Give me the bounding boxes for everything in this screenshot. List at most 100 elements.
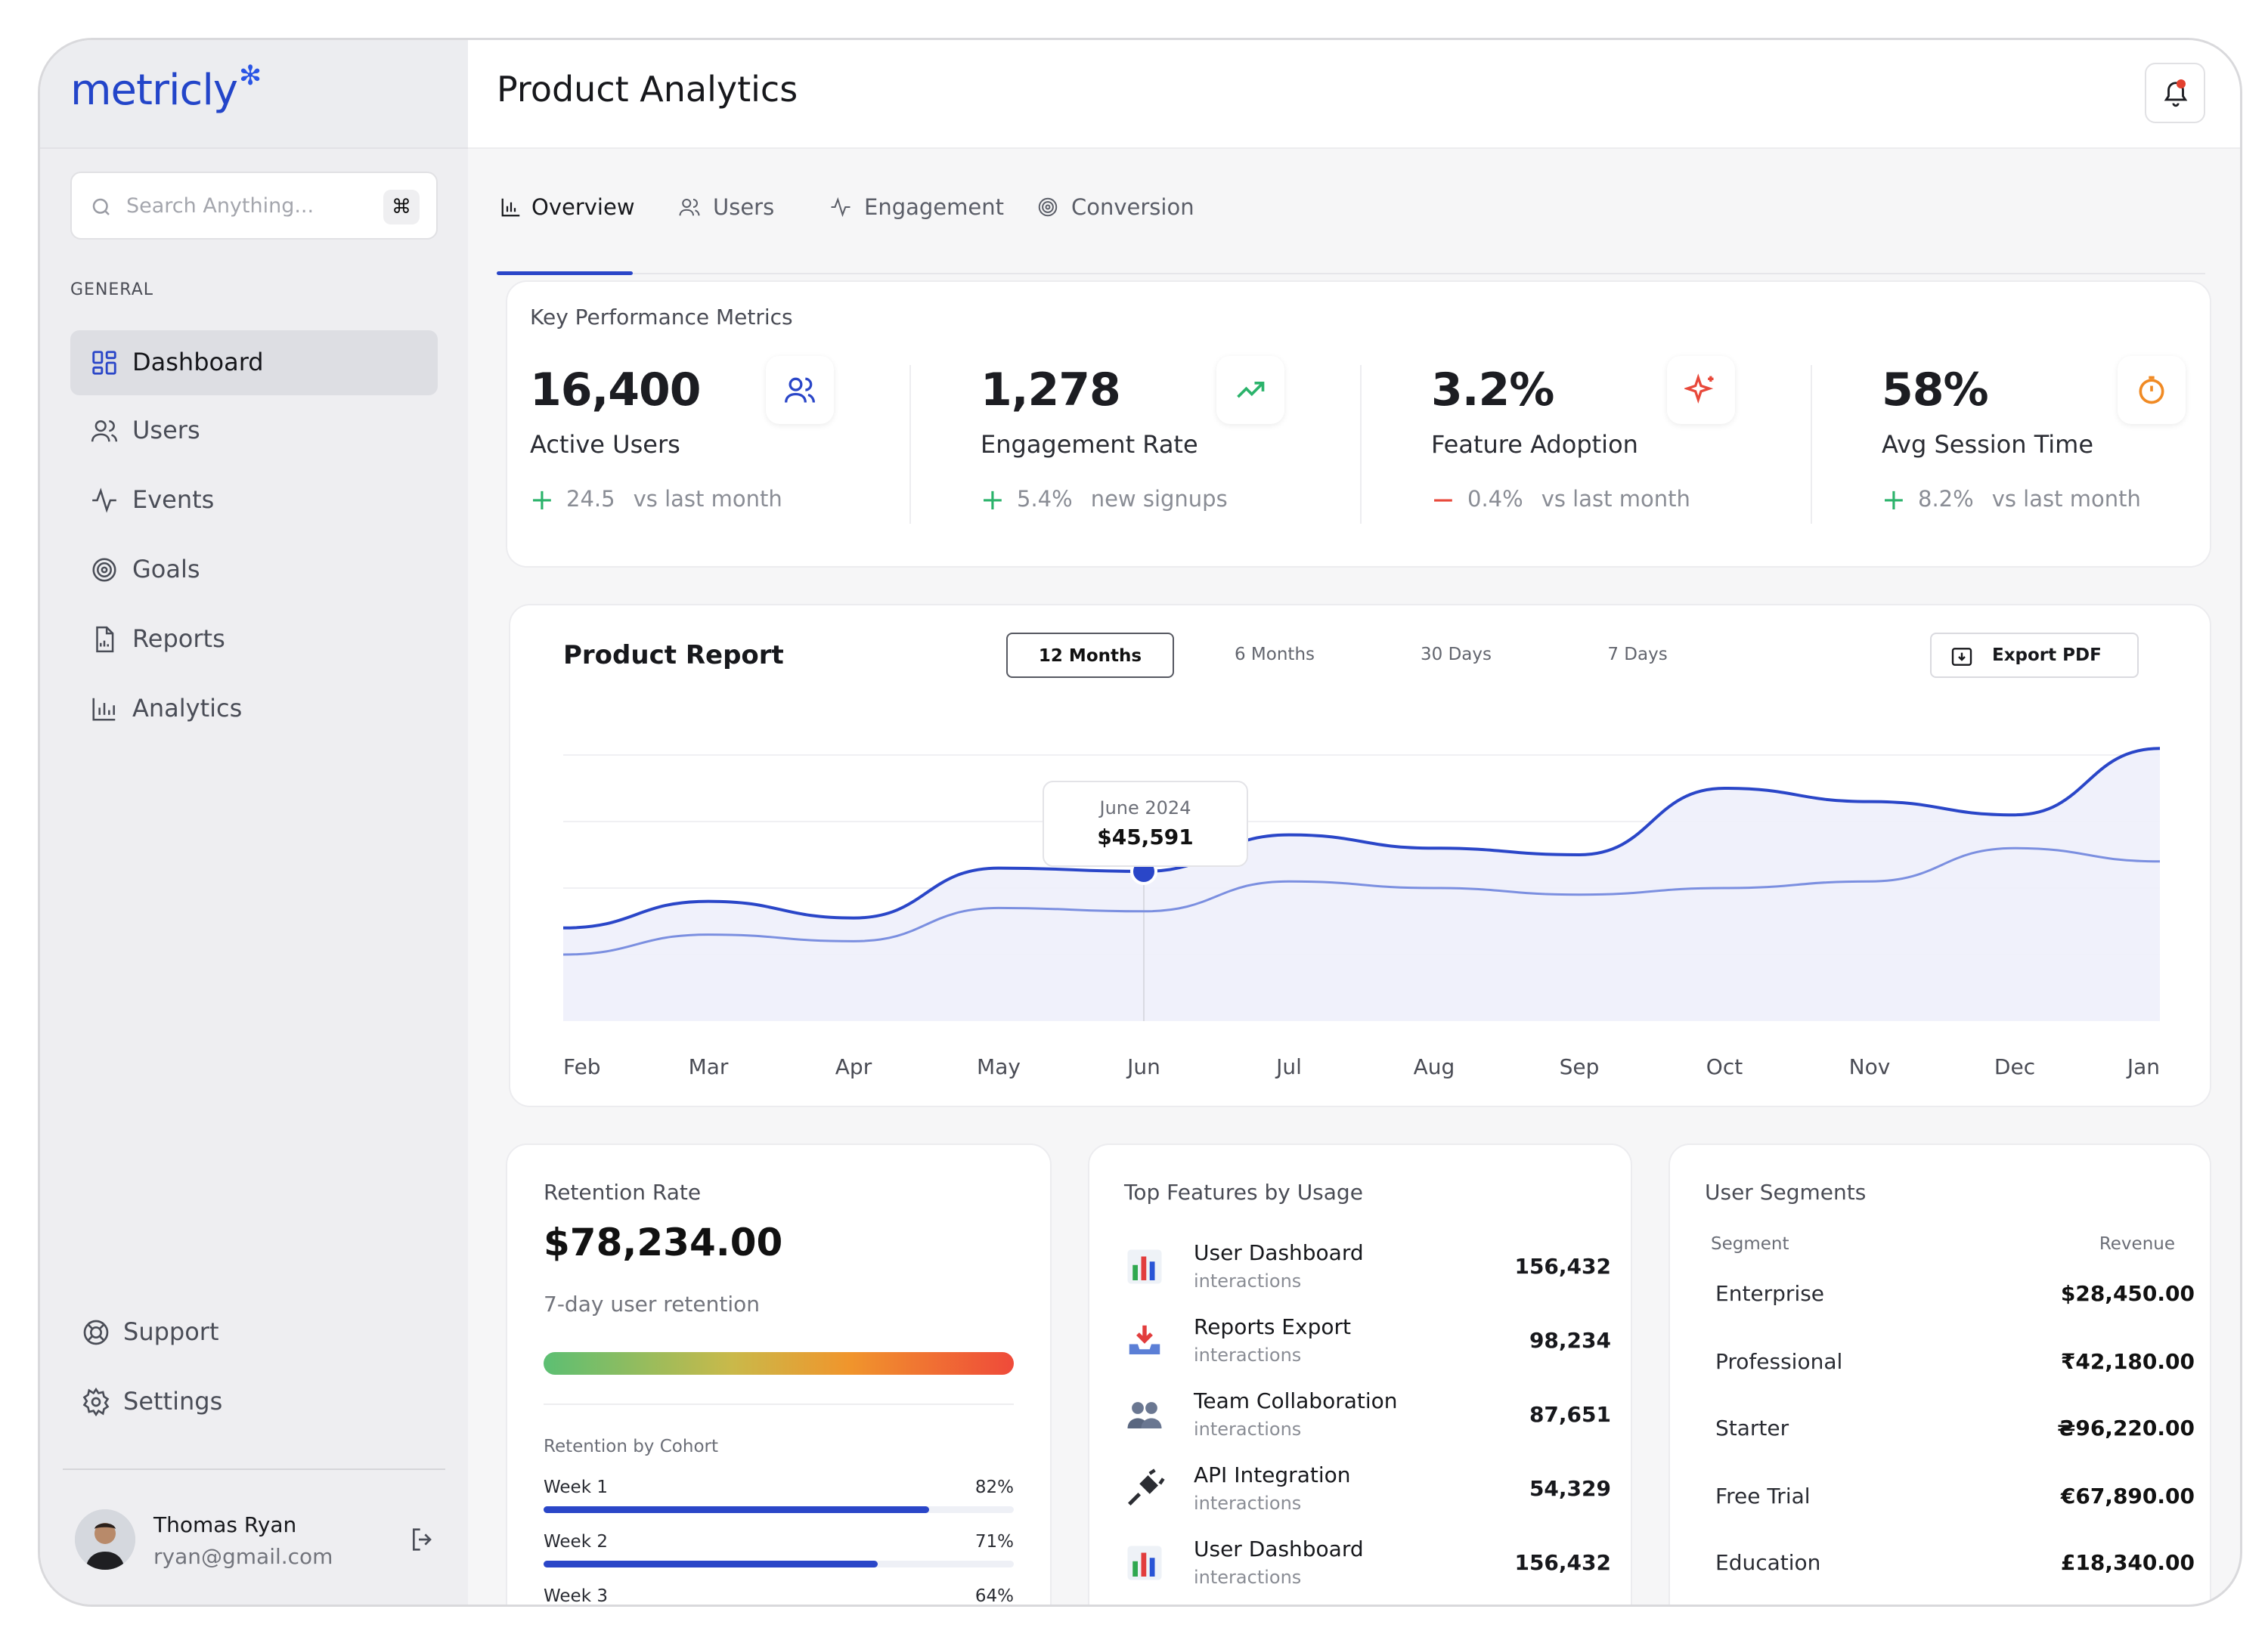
segment-row[interactable]: Free Trial €67,890.00 xyxy=(1715,1484,2195,1521)
segment-name: Enterprise xyxy=(1715,1281,1825,1306)
bell-icon xyxy=(2164,82,2188,107)
sidebar-item-label: Users xyxy=(132,416,200,444)
users-icon xyxy=(91,420,118,442)
segment-name: Starter xyxy=(1715,1416,1789,1441)
segment-row[interactable]: Education £18,340.00 xyxy=(1715,1550,2195,1588)
sidebar-item-goals[interactable]: Goals xyxy=(70,537,438,602)
tooltip-value: $45,591 xyxy=(1097,825,1194,849)
x-tick-label: May xyxy=(977,1054,1021,1079)
kpi-delta-value: 8.2% xyxy=(1918,486,1974,512)
sidebar-item-reports[interactable]: Reports xyxy=(70,607,438,672)
export-pdf-button[interactable]: Export PDF xyxy=(1930,633,2139,678)
segment-row[interactable]: Enterprise $28,450.00 xyxy=(1715,1281,2195,1319)
kpi-card-title: Key Performance Metrics xyxy=(530,305,793,330)
x-tick-label: Mar xyxy=(688,1054,729,1079)
tab-overview[interactable]: Overview xyxy=(497,191,635,275)
segment-revenue: €67,890.00 xyxy=(2060,1484,2195,1509)
kpi-separator xyxy=(909,365,911,524)
x-tick-label: Jul xyxy=(1276,1054,1302,1079)
people-icon xyxy=(1127,1402,1162,1428)
export-label: Export PDF xyxy=(1992,645,2102,665)
user-profile[interactable]: Thomas Ryan ryan@gmail.com xyxy=(75,1505,438,1580)
app-window: metricly✻ Search Anything... ⌘ GENERAL D… xyxy=(38,38,2242,1607)
sidebar-item-label: Goals xyxy=(132,555,200,583)
retention-card: Retention Rate $78,234.00 7-day user ret… xyxy=(506,1143,1052,1606)
x-tick-label: Oct xyxy=(1706,1054,1743,1079)
sidebar: metricly✻ Search Anything... ⌘ GENERAL D… xyxy=(40,40,468,1605)
feature-row[interactable]: Team Collaboration interactions 87,651 xyxy=(1124,1388,1611,1449)
cohort-week-1: Week 1 82% xyxy=(544,1478,1014,1523)
x-tick-label: Apr xyxy=(835,1054,872,1079)
sidebar-item-events[interactable]: Events xyxy=(70,468,438,533)
cohort-track xyxy=(544,1506,1014,1513)
series-line-1 xyxy=(562,846,2161,956)
logout-icon[interactable] xyxy=(407,1524,438,1555)
range-6-months[interactable]: 6 Months xyxy=(1234,645,1315,664)
kpi-value: 16,400 xyxy=(530,364,702,416)
feature-sub: interactions xyxy=(1194,1493,1302,1514)
feature-sub: interactions xyxy=(1194,1419,1302,1440)
trend-down-icon: − xyxy=(1431,483,1455,516)
trend-up-icon: + xyxy=(530,483,554,516)
range-7-days[interactable]: 7 Days xyxy=(1607,645,1668,664)
bar-chart-icon xyxy=(501,198,520,217)
avatar-portrait-icon xyxy=(75,1509,135,1570)
x-tick-label: Nov xyxy=(1848,1054,1891,1079)
kpi-delta: +5.4% new signups xyxy=(981,480,1228,516)
kpi-label: Avg Session Time xyxy=(1882,430,2094,459)
segment-row[interactable]: Starter ₴96,220.00 xyxy=(1715,1416,2195,1453)
segment-revenue: ₹42,180.00 xyxy=(2060,1349,2195,1374)
sidebar-item-analytics[interactable]: Analytics xyxy=(70,676,438,741)
kpi-value: 58% xyxy=(1882,364,1989,416)
brand-logo[interactable]: metricly✻ xyxy=(70,60,262,115)
notifications-button[interactable] xyxy=(2145,63,2205,123)
tab-baseline xyxy=(497,273,2205,274)
segment-name: Education xyxy=(1715,1550,1821,1575)
feature-name: Team Collaboration xyxy=(1194,1388,1398,1413)
tab-conversion[interactable]: Conversion xyxy=(1036,191,1195,234)
feature-value: 156,432 xyxy=(1514,1550,1611,1575)
kpi-feature-adoption: 3.2% Feature Adoption −0.4% vs last month xyxy=(1431,356,1824,522)
segment-revenue: $28,450.00 xyxy=(2060,1281,2195,1306)
sidebar-item-dashboard[interactable]: Dashboard xyxy=(70,330,438,395)
feature-row[interactable]: API Integration interactions 54,329 xyxy=(1124,1462,1611,1523)
feature-name: API Integration xyxy=(1194,1462,1351,1487)
kpi-avg-session-time: 58% Avg Session Time +8.2% vs last month xyxy=(1882,356,2240,522)
tooltip-label: June 2024 xyxy=(1099,797,1191,819)
divider xyxy=(544,1403,1014,1405)
feature-row[interactable]: User Dashboard interactions 156,432 xyxy=(1124,1240,1611,1301)
cohort-percent: 64% xyxy=(974,1586,1014,1606)
tab-engagement[interactable]: Engagement xyxy=(829,191,1004,234)
kpi-delta-value: 0.4% xyxy=(1467,486,1523,512)
range-12-months[interactable]: 12 Months xyxy=(1006,633,1174,678)
kpi-icon-tile xyxy=(766,356,834,424)
feature-row[interactable]: User Dashboard interactions 156,432 xyxy=(1124,1537,1611,1597)
search-box[interactable]: Search Anything... ⌘ xyxy=(70,172,438,240)
user-name: Thomas Ryan xyxy=(153,1512,297,1537)
gear-icon xyxy=(82,1387,110,1417)
x-tick-label: Jun xyxy=(1127,1054,1160,1079)
avatar[interactable] xyxy=(75,1509,135,1570)
tab-users[interactable]: Users xyxy=(678,191,784,234)
kpi-delta-note: vs last month xyxy=(1541,486,1690,512)
kpi-icon-tile xyxy=(1216,356,1284,424)
user-segments-card: User Segments Segment Revenue Enterprise… xyxy=(1668,1143,2211,1605)
feature-sub: interactions xyxy=(1194,1567,1302,1588)
segment-row[interactable]: Professional ₹42,180.00 xyxy=(1715,1349,2195,1387)
bar-chart-icon xyxy=(92,698,116,721)
report-title: Product Report xyxy=(563,640,784,670)
cohort-label: Week 2 xyxy=(544,1532,608,1552)
range-30-days[interactable]: 30 Days xyxy=(1421,645,1492,664)
sidebar-item-users[interactable]: Users xyxy=(70,398,438,463)
user-email: ryan@gmail.com xyxy=(153,1544,333,1569)
activity-icon xyxy=(831,197,850,218)
target-icon xyxy=(1038,197,1058,217)
kpi-delta-value: 5.4% xyxy=(1017,486,1073,512)
revenue-column-header: Revenue xyxy=(2099,1234,2175,1254)
kpi-delta-note: new signups xyxy=(1090,486,1228,512)
cohort-week-3: Week 3 64% xyxy=(544,1586,1014,1606)
feature-row[interactable]: Reports Export interactions 98,234 xyxy=(1124,1314,1611,1375)
search-input[interactable]: Search Anything... xyxy=(126,194,314,218)
page-title: Product Analytics xyxy=(497,69,798,110)
feature-name: User Dashboard xyxy=(1194,1240,1364,1265)
